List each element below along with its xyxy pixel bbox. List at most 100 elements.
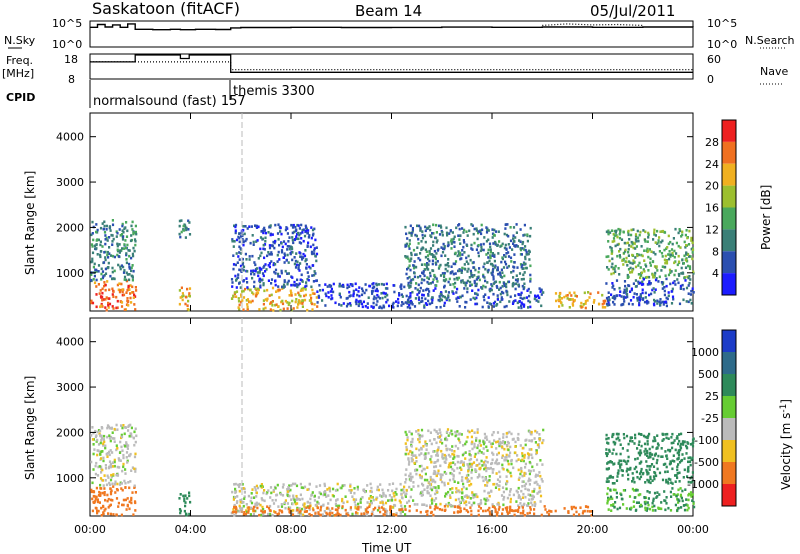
velocity-cell (188, 494, 191, 498)
power-cell (295, 235, 298, 238)
power-cell (428, 302, 431, 306)
velocity-cell (627, 455, 630, 459)
velocity-cell (487, 479, 490, 483)
velocity-cell (370, 490, 373, 494)
power-cell (301, 305, 304, 308)
power-cell (615, 229, 618, 233)
velocity-cell (108, 434, 111, 437)
velocity-cell (687, 493, 690, 497)
velocity-cell (291, 513, 295, 516)
velocity-cell (314, 512, 317, 515)
power-cell (463, 287, 466, 290)
velocity-cell (477, 451, 480, 455)
velocity-cell (423, 503, 426, 506)
power-cell (568, 306, 571, 309)
power-cell (92, 238, 95, 242)
power-cell (372, 306, 375, 310)
power-cell (448, 232, 451, 235)
velocity-cell (685, 444, 688, 448)
velocity-cell (245, 503, 248, 506)
velocity-cell (336, 511, 339, 514)
power-cell (627, 233, 630, 237)
power-cell (104, 238, 107, 241)
velocity-cell (512, 437, 515, 441)
power-cell (463, 251, 466, 254)
power-cell (438, 295, 441, 298)
power-cell (471, 248, 474, 251)
power-cell (685, 286, 689, 290)
velocity-cell (325, 495, 328, 498)
velocity-cell (456, 460, 459, 464)
power-cell (293, 230, 296, 234)
velocity-cell (121, 503, 124, 507)
power-cell (95, 270, 98, 273)
velocity-cell (93, 448, 96, 451)
velocity-cell (524, 443, 527, 447)
velocity-cell (462, 499, 465, 502)
power-cell (429, 234, 432, 237)
power-cell (281, 302, 285, 306)
velocity-cell (116, 447, 119, 450)
velocity-cell (234, 487, 237, 491)
power-cell (630, 240, 633, 244)
power-cell (238, 303, 241, 307)
velocity-cell (394, 498, 397, 502)
power-cell (415, 265, 418, 269)
power-cell (424, 255, 427, 259)
velocity-cell (129, 423, 132, 427)
power-cell (134, 308, 137, 311)
velocity-cell (456, 506, 459, 509)
power-cell (106, 253, 109, 257)
power-cell (493, 259, 496, 263)
velocity-cell (453, 455, 456, 459)
velocity-cell (653, 504, 656, 508)
power-y-label: Slant Range [km] (23, 171, 37, 275)
power-cell (264, 231, 267, 235)
velocity-cell (519, 502, 522, 505)
power-cell (443, 301, 446, 305)
power-cell (654, 252, 657, 256)
velocity-cell (91, 497, 94, 501)
velocity-cell (692, 502, 695, 505)
velocity-cell (673, 439, 676, 442)
velocity-cell (494, 486, 498, 489)
power-cell (372, 297, 375, 301)
power-cell (273, 241, 276, 245)
power-cell (283, 261, 286, 264)
power-cell (104, 242, 107, 246)
velocity-cell (634, 457, 637, 461)
power-cell (454, 281, 457, 285)
velocity-cell (240, 487, 243, 490)
power-cell (687, 276, 690, 280)
velocity-cell (501, 508, 504, 511)
velocity-cell (102, 444, 105, 447)
velocity-cell (341, 505, 344, 508)
power-cell (622, 257, 625, 261)
velocity-cell (606, 499, 609, 503)
velocity-cell (263, 489, 266, 492)
power-cell (404, 255, 407, 258)
power-cell (112, 277, 115, 280)
velocity-cell (333, 514, 336, 517)
power-cell (116, 253, 119, 257)
velocity-cell (509, 445, 512, 449)
power-cell (295, 252, 298, 255)
power-cell (431, 281, 434, 284)
velocity-cell (448, 464, 451, 467)
power-cell (120, 282, 123, 286)
power-cell (617, 242, 620, 246)
velocity-cell (437, 486, 440, 490)
power-cell (560, 297, 563, 300)
power-cell (422, 293, 425, 297)
power-cell (397, 301, 400, 304)
power-cell (246, 227, 249, 230)
velocity-cell (505, 475, 508, 478)
velocity-cell (404, 481, 407, 484)
power-cell (500, 296, 503, 299)
power-cell (463, 228, 466, 232)
velocity-cell (464, 457, 467, 460)
power-cell (459, 234, 462, 237)
power-cell (108, 236, 111, 239)
velocity-cell (475, 436, 478, 440)
velocity-cell (368, 497, 371, 500)
